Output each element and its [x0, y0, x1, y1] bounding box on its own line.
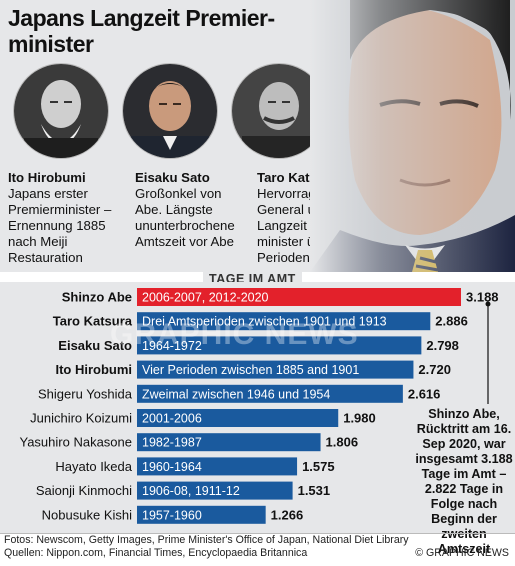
- period-label-1: Drei Amtsperioden zwischen 1901 und 1913: [142, 315, 387, 329]
- profile-description: Japans erster Premierminister – Ernennun…: [8, 186, 112, 265]
- bar-1: [137, 312, 431, 331]
- portrait-eisaku-sato: [123, 64, 217, 158]
- header-panel: Japans Langzeit Premier-minister: [0, 0, 515, 272]
- bar-9: [137, 505, 266, 524]
- period-label-2: 1964-1972: [142, 339, 202, 353]
- profile-eisaku-sato: Eisaku Sato Großonkel von Abe. Längste u…: [135, 170, 251, 250]
- value-label-6: 1.806: [326, 435, 359, 450]
- value-label-3: 2.720: [418, 362, 451, 377]
- bar-0: [137, 288, 461, 306]
- period-label-0: 2006-2007, 2012-2020: [142, 291, 269, 305]
- value-label-5: 1.980: [343, 411, 376, 426]
- annotation-abe: Shinzo Abe, Rücktritt am 16. Sep 2020, w…: [415, 407, 513, 556]
- profile-ito-hirobumi: Ito Hirobumi Japans erster Premierminist…: [8, 170, 126, 266]
- period-label-5: 2001-2006: [142, 412, 202, 426]
- value-label-9: 1.266: [271, 507, 304, 522]
- category-label-2: Eisaku Sato: [58, 338, 132, 353]
- category-label-4: Shigeru Yoshida: [38, 386, 133, 401]
- bar-3: [137, 360, 414, 379]
- profile-name: Ito Hirobumi: [8, 170, 86, 185]
- category-label-0: Shinzo Abe: [62, 290, 132, 305]
- period-label-9: 1957-1960: [142, 508, 202, 522]
- period-label-6: 1982-1987: [142, 436, 202, 450]
- value-label-0: 3.188: [466, 290, 499, 305]
- brand-credit: © GRAPHIC NEWS: [415, 547, 509, 559]
- bar-7: [137, 457, 298, 476]
- category-label-1: Taro Katsura: [53, 314, 133, 329]
- profile-name: Eisaku Sato: [135, 170, 210, 185]
- value-label-2: 2.798: [426, 338, 459, 353]
- divider: [0, 533, 515, 534]
- profile-description: Großonkel von Abe. Längste ununterbroche…: [135, 186, 235, 249]
- footer: Fotos: Newscom, Getty Images, Prime Mini…: [4, 534, 511, 560]
- value-label-7: 1.575: [302, 459, 335, 474]
- category-label-6: Yasuhiro Nakasone: [20, 435, 133, 450]
- period-label-7: 1960-1964: [142, 460, 202, 474]
- period-label-4: Zweimal zwischen 1946 und 1954: [142, 387, 330, 401]
- value-label-1: 2.886: [435, 314, 468, 329]
- bar-8: [137, 481, 293, 500]
- category-label-9: Nobusuke Kishi: [42, 507, 132, 522]
- value-label-4: 2.616: [408, 386, 441, 401]
- portrait-ito-hirobumi: [14, 64, 108, 158]
- bar-6: [137, 433, 321, 452]
- value-label-8: 1.531: [298, 483, 331, 498]
- period-label-3: Vier Perioden zwischen 1885 and 1901: [142, 363, 359, 377]
- category-label-3: Ito Hirobumi: [55, 362, 132, 377]
- shinzo-abe-photo: [310, 0, 515, 272]
- annotation-dot: [485, 301, 491, 307]
- page-title: Japans Langzeit Premier-minister: [8, 5, 275, 57]
- category-label-5: Junichiro Koizumi: [30, 411, 132, 426]
- bar-2: [137, 336, 422, 355]
- source-credits: Quellen: Nippon.com, Financial Times, En…: [4, 547, 308, 559]
- bar-5: [137, 409, 339, 427]
- category-label-7: Hayato Ikeda: [55, 459, 132, 474]
- photo-credits: Fotos: Newscom, Getty Images, Prime Mini…: [4, 534, 409, 546]
- bar-4: [137, 384, 403, 403]
- period-label-8: 1906-08, 1911-12: [142, 484, 240, 498]
- category-label-8: Saionji Kinmochi: [36, 483, 132, 498]
- bar-chart: Shinzo Abe 2006-2007, 2012-2020 3.188 Taro …: [0, 282, 515, 534]
